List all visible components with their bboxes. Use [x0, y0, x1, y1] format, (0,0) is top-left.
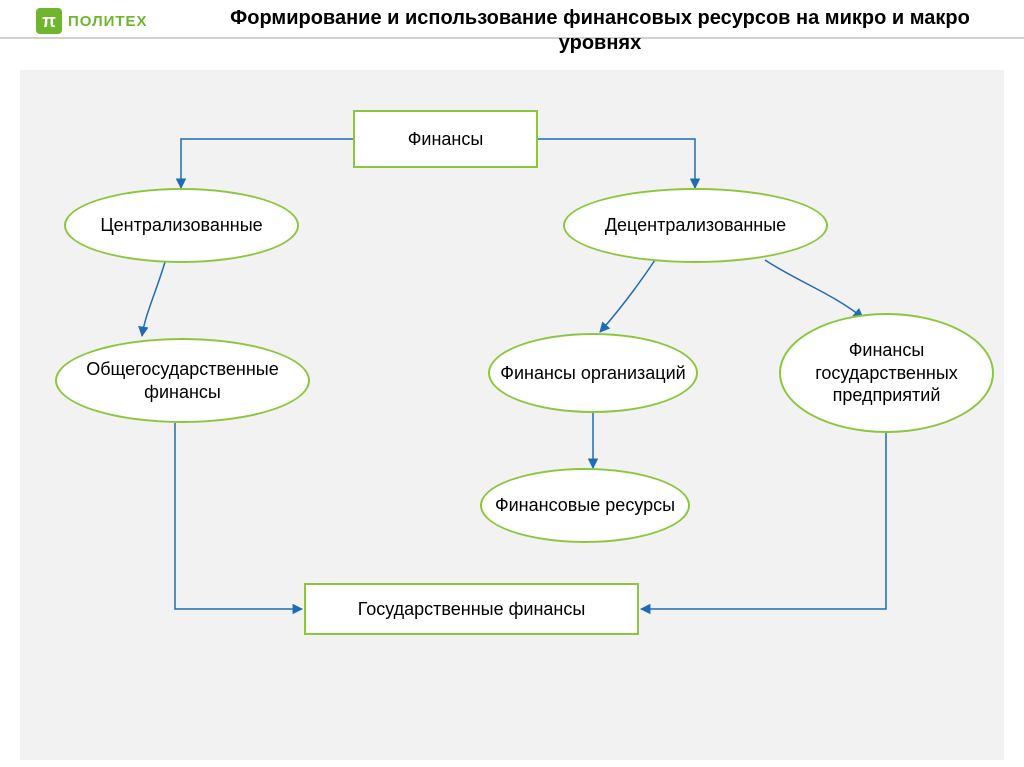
edge-decentral-org: [600, 260, 655, 332]
node-finance: Финансы: [353, 110, 538, 168]
node-resources: Финансовые ресурсы: [480, 468, 690, 543]
edge-central-national: [142, 262, 165, 336]
node-decentral: Децентрализованные: [563, 188, 828, 263]
page-title: Формирование и использование финансовых …: [220, 6, 980, 56]
logo-icon: π: [36, 8, 62, 34]
logo: π ПОЛИТЕХ: [36, 8, 148, 34]
edge-decentral-govent: [765, 260, 863, 318]
edge-finance-central: [181, 139, 353, 188]
node-org: Финансы организаций: [488, 333, 698, 413]
node-govent: Финансы государственных предприятий: [779, 313, 994, 433]
edge-national-govfinance: [175, 423, 302, 609]
diagram-canvas: Финансы Централизованные Децентрализованны…: [20, 70, 1004, 760]
node-govfinance: Государственные финансы: [304, 583, 639, 635]
node-national: Общегосударственные финансы: [55, 338, 310, 423]
node-central: Централизованные: [64, 188, 299, 263]
edge-finance-decentral: [538, 139, 695, 188]
logo-text: ПОЛИТЕХ: [68, 13, 148, 30]
